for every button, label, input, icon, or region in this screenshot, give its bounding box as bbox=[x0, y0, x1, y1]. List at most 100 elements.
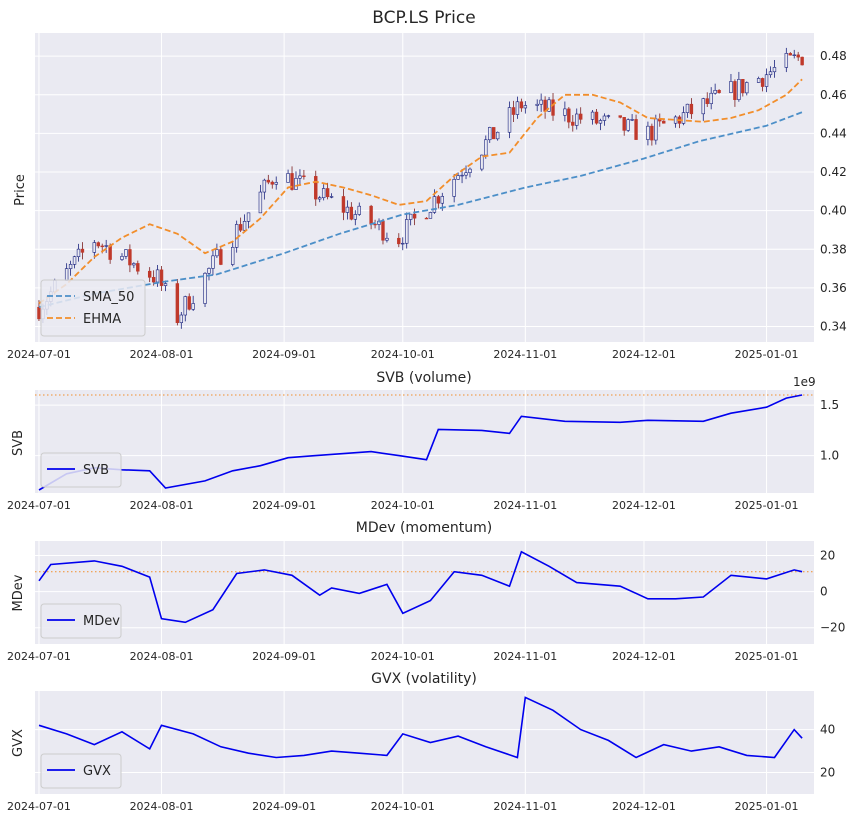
svb-x-tick-label: 2024-11-01 bbox=[493, 499, 557, 512]
candle-body bbox=[618, 115, 622, 118]
candle-body bbox=[274, 182, 278, 185]
price-plot-area bbox=[35, 33, 814, 342]
svb-y-tick-label: 1.0 bbox=[820, 449, 839, 463]
candle-body bbox=[796, 54, 800, 58]
candle-body bbox=[302, 175, 306, 177]
price-y-axis-label: Price bbox=[13, 174, 28, 206]
candle-body bbox=[634, 119, 638, 140]
candle-body bbox=[128, 249, 132, 266]
price-y-tick-label: 0.36 bbox=[820, 281, 847, 295]
candle-body bbox=[745, 82, 749, 94]
gvx-x-tick-label: 2025-01-01 bbox=[735, 800, 799, 813]
candle-body bbox=[768, 71, 773, 76]
gvx-x-tick-label: 2024-10-01 bbox=[371, 800, 435, 813]
candle-body bbox=[598, 120, 603, 124]
price-candles bbox=[37, 47, 804, 329]
candle-body bbox=[662, 120, 666, 124]
candle-body bbox=[772, 67, 777, 73]
candle-body bbox=[353, 214, 357, 220]
gvx-legend-box bbox=[40, 753, 122, 789]
candle-body bbox=[349, 206, 354, 220]
candle-body bbox=[401, 242, 405, 245]
mdev-legend-label: MDev bbox=[83, 614, 120, 629]
mdev-xticks: 2024-07-01 2024-08-01 2024-09-01 2024-10-01… bbox=[7, 650, 799, 663]
mdev-series-mdev bbox=[38, 550, 803, 624]
svb-y-tick-label: 1.5 bbox=[820, 398, 839, 412]
candle-body bbox=[737, 78, 741, 100]
candle-body bbox=[266, 179, 271, 183]
candle-body bbox=[207, 268, 211, 274]
gvx-chart-title: GVX (volatility) bbox=[371, 671, 477, 687]
price-x-tick-label: 2024-11-01 bbox=[493, 348, 557, 361]
candle-body bbox=[132, 263, 136, 266]
candle-body bbox=[258, 191, 263, 214]
candle-body bbox=[234, 224, 239, 248]
candle-body bbox=[764, 74, 769, 87]
candle-body bbox=[290, 173, 294, 190]
svb-offset-label: 1e9 bbox=[793, 375, 816, 389]
price-y-tick-label: 0.40 bbox=[820, 204, 847, 218]
candle-body bbox=[179, 314, 184, 323]
price-yticks: 0.34 0.36 0.38 0.40 0.42 0.44 0.46 0.48 bbox=[820, 49, 847, 333]
svb-legend: SVB bbox=[40, 452, 122, 488]
candle-body bbox=[571, 121, 575, 126]
mdev-grid bbox=[35, 541, 814, 644]
candle-body bbox=[539, 99, 543, 105]
gvx-xticks: 2024-07-01 2024-08-01 2024-09-01 2024-10-01… bbox=[7, 800, 799, 813]
svb-x-tick-label: 2024-12-01 bbox=[612, 499, 676, 512]
gvx-y-axis-label: GVX bbox=[11, 729, 26, 757]
candle-body bbox=[456, 175, 460, 180]
candle-body bbox=[673, 116, 678, 124]
mdev-x-tick-label: 2024-08-01 bbox=[130, 650, 194, 663]
mdev-x-tick-label: 2024-10-01 bbox=[371, 650, 435, 663]
price-x-tick-label: 2024-08-01 bbox=[130, 348, 194, 361]
candle-body bbox=[238, 224, 243, 231]
candle-body bbox=[630, 119, 634, 121]
candle-body bbox=[689, 103, 694, 115]
gvx-x-tick-label: 2024-12-01 bbox=[612, 800, 676, 813]
price-xticks: 2024-07-01 2024-08-01 2024-09-01 2024-10-01… bbox=[7, 348, 799, 361]
candle-body bbox=[175, 283, 180, 323]
gvx-x-tick-label: 2024-07-01 bbox=[7, 800, 71, 813]
candle-body bbox=[464, 172, 468, 176]
candle-body bbox=[511, 107, 516, 115]
mdev-yticks: −20 0 20 bbox=[820, 548, 845, 634]
gvx-x-tick-label: 2024-09-01 bbox=[252, 800, 316, 813]
candle-body bbox=[405, 219, 409, 244]
candle-body bbox=[800, 56, 804, 66]
candle-body bbox=[488, 127, 492, 141]
price-x-tick-label: 2024-07-01 bbox=[7, 348, 71, 361]
candle-body bbox=[163, 283, 168, 286]
candle-body bbox=[286, 173, 290, 183]
candle-body bbox=[96, 242, 100, 247]
mdev-legend-box bbox=[40, 603, 122, 639]
candle-body bbox=[76, 248, 81, 257]
gvx-y-tick-label: 20 bbox=[820, 766, 835, 780]
candle-body bbox=[575, 113, 579, 126]
svb-panel: 1.01.5 2024-07-01 2024-08-01 2024-09-01 202… bbox=[7, 370, 839, 512]
svb-x-tick-label: 2024-07-01 bbox=[7, 499, 71, 512]
price-x-tick-label: 2025-01-01 bbox=[735, 348, 799, 361]
candle-body bbox=[519, 101, 524, 109]
candle-body bbox=[231, 247, 235, 265]
candle-body bbox=[709, 92, 713, 104]
candle-body bbox=[515, 101, 520, 115]
candle-body bbox=[436, 196, 441, 204]
candle-body bbox=[654, 118, 658, 141]
price-y-tick-label: 0.46 bbox=[820, 88, 847, 102]
candle-body bbox=[147, 270, 152, 278]
candle-body bbox=[329, 196, 334, 198]
candle-body bbox=[492, 127, 496, 140]
gvx-x-tick-label: 2024-11-01 bbox=[493, 800, 557, 813]
candle-body bbox=[68, 264, 73, 269]
candle-body bbox=[741, 78, 745, 94]
candle-body bbox=[219, 249, 223, 265]
candle-body bbox=[385, 237, 389, 241]
candle-body bbox=[460, 174, 464, 177]
candle-body bbox=[428, 212, 433, 219]
candle-body bbox=[294, 177, 298, 190]
candle-body bbox=[215, 249, 219, 257]
svb-x-tick-label: 2024-10-01 bbox=[371, 499, 435, 512]
